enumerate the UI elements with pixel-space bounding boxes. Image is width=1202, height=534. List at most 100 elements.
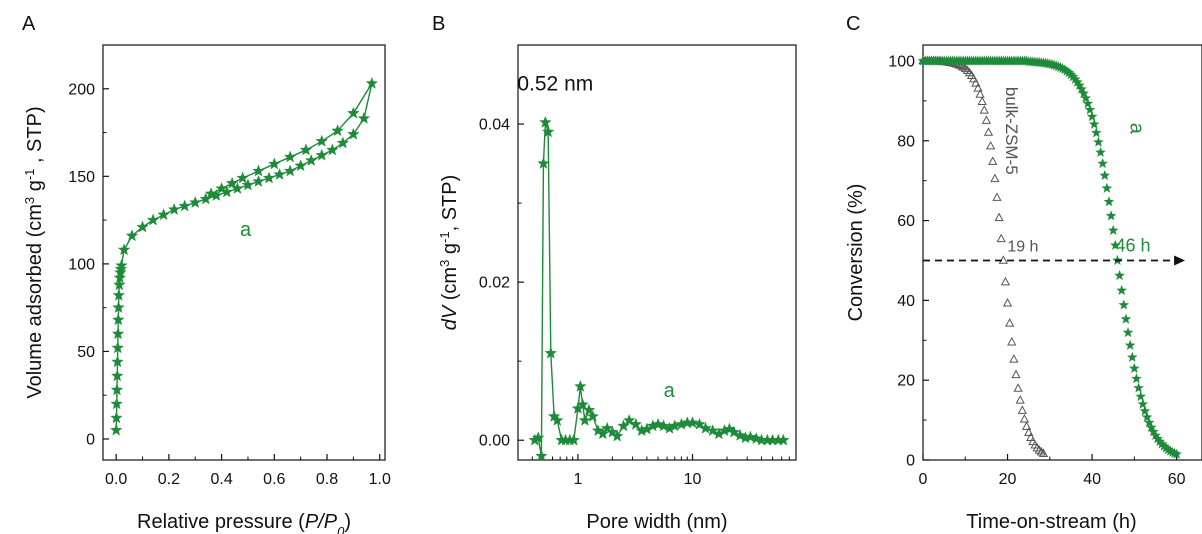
y-tick-label: 0.02: [479, 275, 510, 292]
panel-b-series: [528, 115, 790, 462]
bulk-zsm-5-point: [975, 89, 985, 98]
y-tick-label: 0.00: [479, 433, 510, 450]
panel-c-y-axis-title: Conversion (%): [845, 184, 867, 322]
series-point-a: [112, 301, 125, 313]
series-point-a: [283, 164, 297, 177]
series-point-a: [574, 379, 587, 392]
series-a-point: [1171, 448, 1182, 459]
series-a-point: [1122, 327, 1134, 338]
series-point-a: [622, 413, 636, 426]
x-tick-label: 1.0: [369, 471, 391, 488]
series-point-a: [686, 416, 699, 429]
panel-letter-c: C: [846, 13, 860, 35]
series-point-a: [146, 213, 160, 226]
bulk-zsm-5-point: [1015, 395, 1025, 404]
series-a-point: [1099, 169, 1111, 181]
series-a-point: [1101, 182, 1113, 193]
panel-b-frame: [517, 44, 797, 461]
series-a-point: [1145, 421, 1157, 433]
series-point-a: [733, 428, 747, 441]
series-point-a: [113, 271, 127, 284]
panel-a-frame: [102, 44, 386, 461]
bulk-zsm-5-point: [1013, 383, 1023, 392]
panel-letter-b: B: [432, 13, 445, 35]
panel-b-ticks: 1 10 0.00 0.02 0.04: [479, 117, 797, 488]
series-point-a: [110, 411, 123, 424]
x-tick-label: 0.8: [316, 471, 338, 488]
series-point-a: [215, 182, 228, 194]
series-a-point: [1105, 210, 1117, 221]
series-point-a: [535, 449, 548, 462]
panel-c-frame: [922, 44, 1202, 461]
series-point-a: [111, 327, 125, 340]
bulk-zsm-5-point: [996, 233, 1006, 243]
y-tick-label: 40: [897, 293, 915, 310]
y-tick-label: 150: [68, 169, 95, 186]
series-point-a: [125, 229, 139, 242]
series-a-point: [1129, 362, 1140, 374]
series-point-a: [112, 288, 126, 301]
series-a-point: [1088, 118, 1100, 129]
bulk-zsm-5-point: [969, 73, 979, 83]
series-point-a: [178, 199, 191, 212]
series-label-a: a: [240, 219, 252, 241]
bulk-zsm-5-point: [1002, 297, 1013, 307]
series-point-a: [188, 196, 202, 208]
series-point-a: [236, 171, 249, 184]
series-point-a: [112, 313, 125, 326]
series-a-point: [1109, 239, 1121, 250]
series-a-point: [1141, 411, 1153, 422]
bulk-zsm-5-point: [994, 212, 1004, 222]
y-tick-label: 80: [897, 133, 915, 150]
series-point-a: [706, 424, 719, 437]
panel-letter-a: A: [22, 13, 36, 35]
series-line-a: [115, 83, 373, 431]
x-tick-label: 10: [684, 471, 702, 488]
series-a-point: [1080, 92, 1092, 103]
x-tick-label: 0: [919, 471, 928, 488]
y-tick-label: 20: [897, 373, 915, 390]
x-tick-label: 0.4: [210, 471, 232, 488]
bulk-zsm-5-point: [1036, 446, 1047, 456]
series-point-a: [273, 168, 286, 180]
series-point-a: [777, 433, 790, 446]
series-a-point: [1093, 136, 1104, 147]
bulk-zsm-5-point: [983, 127, 994, 136]
series-point-a: [582, 403, 596, 416]
x-tick-label: 0.2: [158, 471, 180, 488]
series-point-a: [693, 417, 706, 430]
series-point-a: [115, 259, 128, 271]
series-label-a: a: [664, 380, 676, 402]
series-a-point: [1107, 224, 1119, 236]
bulk-zsm-5-point: [1011, 369, 1021, 379]
series-a-point: [1116, 284, 1128, 296]
series-point-a: [336, 136, 350, 149]
series-point-a: [586, 409, 600, 422]
bulk-zsm-5-point: [1005, 318, 1015, 327]
series-point-a: [109, 423, 123, 436]
bulk-zsm-5-point: [960, 63, 970, 73]
y-tick-label: 0: [86, 431, 95, 448]
series-point-a: [262, 171, 276, 184]
series-point-a: [241, 178, 255, 191]
series-point-a: [365, 76, 379, 89]
bulk-zsm-5-point: [981, 115, 992, 124]
bulk-zsm-5-point: [1017, 405, 1027, 414]
bulk-zsm-5-point: [1034, 445, 1044, 454]
series-point-a: [315, 134, 328, 147]
panel-a-series: [109, 76, 379, 436]
series-line-a: [534, 122, 784, 457]
panel-c-x-axis-title: Time-on-stream (h): [966, 511, 1136, 533]
series-point-a: [283, 150, 297, 163]
y-tick-label: 100: [888, 53, 915, 70]
series-point-a: [744, 430, 757, 443]
series-point-a: [331, 124, 344, 137]
y-tick-label: 0.04: [479, 117, 510, 134]
bulk-zsm-5-point: [985, 140, 996, 150]
series-point-a: [110, 369, 124, 382]
y-tick-label: 0: [906, 453, 915, 470]
series-point-a: [136, 220, 149, 233]
panel-a: A 0.0 0.2 0.4 0.6 0.8 1.0 0 50 100 150 200 a Relat…: [22, 13, 391, 534]
bulk-zsm-5-point: [1000, 276, 1011, 286]
